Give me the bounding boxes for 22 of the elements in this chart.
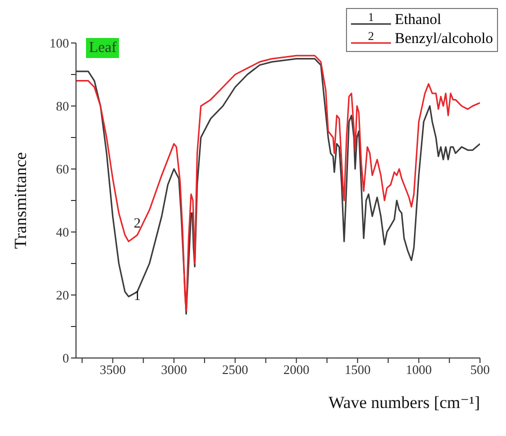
y-axis-title: Transmittance [11, 152, 30, 249]
annotation: 2 [134, 216, 141, 232]
x-tick-label: 1000 [406, 362, 432, 378]
x-tick-label: 500 [470, 362, 490, 378]
y-tick-label: 0 [62, 350, 69, 366]
x-tick-label: 2000 [283, 362, 310, 378]
x-tick-label: 2500 [222, 362, 248, 378]
x-tick-label: 3000 [160, 362, 187, 378]
y-tick-label: 20 [56, 288, 69, 303]
text: 1 [368, 10, 374, 24]
legend-label: Benzyl/alcoholo [394, 30, 493, 49]
x-tick-label: 3500 [100, 362, 126, 378]
y-tick-label: 40 [56, 224, 69, 240]
annotation: 1 [134, 288, 141, 304]
x-axis-title: Wave numbers [cm⁻¹] [328, 393, 480, 412]
y-tick-label: 80 [56, 98, 69, 114]
text: 2 [368, 28, 374, 42]
legend-label: Ethanol [394, 11, 442, 30]
annotation: Leaf [86, 38, 120, 58]
y-tick-label: 100 [50, 36, 69, 51]
y-tick-label: 60 [56, 162, 69, 177]
x-tick-label: 1500 [344, 362, 371, 378]
